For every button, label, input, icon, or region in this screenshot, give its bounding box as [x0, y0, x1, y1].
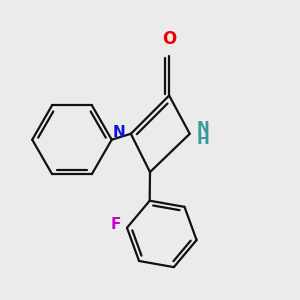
Text: N: N: [196, 121, 209, 136]
Text: O: O: [162, 29, 176, 47]
Text: H: H: [196, 132, 209, 147]
Text: F: F: [110, 217, 121, 232]
Text: N: N: [113, 125, 126, 140]
